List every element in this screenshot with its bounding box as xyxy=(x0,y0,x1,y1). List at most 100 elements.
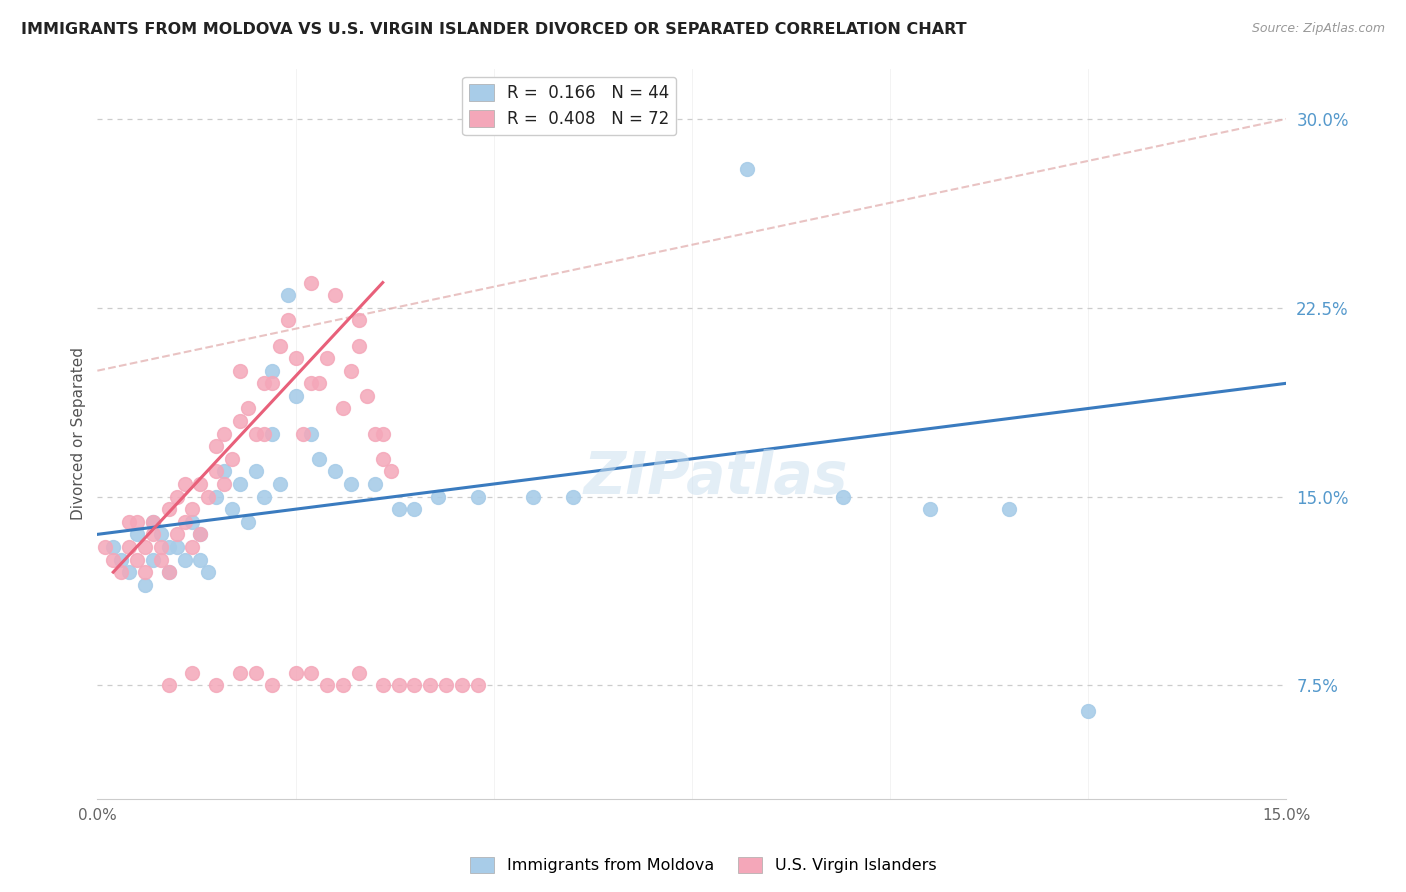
Point xyxy=(166,527,188,541)
Point xyxy=(364,426,387,441)
Point xyxy=(134,578,156,592)
Point xyxy=(212,477,235,491)
Point xyxy=(149,527,172,541)
Point xyxy=(277,288,299,302)
Point xyxy=(260,364,283,378)
Point xyxy=(299,276,322,290)
Point xyxy=(157,565,180,579)
Point xyxy=(190,527,212,541)
Point xyxy=(134,565,156,579)
Point xyxy=(1077,704,1099,718)
Point xyxy=(284,665,307,680)
Point xyxy=(260,678,283,692)
Point xyxy=(118,540,141,554)
Point xyxy=(308,376,330,391)
Point xyxy=(299,376,322,391)
Point xyxy=(181,540,204,554)
Point xyxy=(205,490,228,504)
Point xyxy=(205,464,228,478)
Point xyxy=(371,678,394,692)
Point xyxy=(347,338,370,352)
Point xyxy=(173,477,195,491)
Point xyxy=(197,565,219,579)
Text: IMMIGRANTS FROM MOLDOVA VS U.S. VIRGIN ISLANDER DIVORCED OR SEPARATED CORRELATIO: IMMIGRANTS FROM MOLDOVA VS U.S. VIRGIN I… xyxy=(21,22,967,37)
Legend: Immigrants from Moldova, U.S. Virgin Islanders: Immigrants from Moldova, U.S. Virgin Isl… xyxy=(464,850,942,880)
Point xyxy=(245,464,267,478)
Point xyxy=(157,678,180,692)
Point xyxy=(918,502,941,516)
Point xyxy=(125,527,148,541)
Point xyxy=(404,678,426,692)
Point xyxy=(166,540,188,554)
Text: ZIPatlas: ZIPatlas xyxy=(583,449,848,506)
Point xyxy=(229,414,252,428)
Point xyxy=(253,490,276,504)
Point xyxy=(451,678,474,692)
Point xyxy=(253,376,276,391)
Point xyxy=(212,464,235,478)
Point xyxy=(142,515,165,529)
Point xyxy=(190,477,212,491)
Point xyxy=(110,552,132,566)
Point xyxy=(260,426,283,441)
Point xyxy=(190,527,212,541)
Point xyxy=(181,665,204,680)
Point xyxy=(269,477,291,491)
Point xyxy=(181,502,204,516)
Point xyxy=(340,477,363,491)
Point xyxy=(419,678,441,692)
Point xyxy=(831,490,853,504)
Point xyxy=(998,502,1021,516)
Point xyxy=(245,665,267,680)
Point xyxy=(205,678,228,692)
Point xyxy=(157,565,180,579)
Point xyxy=(142,515,165,529)
Point xyxy=(103,552,125,566)
Point xyxy=(118,515,141,529)
Point xyxy=(245,426,267,441)
Point xyxy=(125,515,148,529)
Point xyxy=(467,490,489,504)
Point xyxy=(434,678,457,692)
Point xyxy=(316,351,339,365)
Point xyxy=(173,515,195,529)
Point xyxy=(332,678,354,692)
Legend: R =  0.166   N = 44, R =  0.408   N = 72: R = 0.166 N = 44, R = 0.408 N = 72 xyxy=(463,77,676,135)
Point xyxy=(205,439,228,453)
Point xyxy=(292,426,315,441)
Point xyxy=(142,527,165,541)
Point xyxy=(229,364,252,378)
Point xyxy=(737,162,759,177)
Point xyxy=(229,665,252,680)
Point xyxy=(371,451,394,466)
Point xyxy=(236,515,259,529)
Point xyxy=(181,515,204,529)
Point xyxy=(142,552,165,566)
Point xyxy=(364,477,387,491)
Point xyxy=(347,313,370,327)
Point xyxy=(299,426,322,441)
Point xyxy=(269,338,291,352)
Point xyxy=(562,490,585,504)
Point xyxy=(340,364,363,378)
Point xyxy=(134,540,156,554)
Point xyxy=(467,678,489,692)
Point xyxy=(212,426,235,441)
Point xyxy=(260,376,283,391)
Point xyxy=(94,540,117,554)
Point xyxy=(387,502,409,516)
Y-axis label: Divorced or Separated: Divorced or Separated xyxy=(72,347,86,520)
Point xyxy=(356,389,378,403)
Point xyxy=(284,351,307,365)
Point xyxy=(149,552,172,566)
Point xyxy=(157,502,180,516)
Point xyxy=(157,540,180,554)
Point xyxy=(371,426,394,441)
Point xyxy=(347,665,370,680)
Point xyxy=(173,552,195,566)
Point xyxy=(387,678,409,692)
Point xyxy=(149,540,172,554)
Point xyxy=(323,464,346,478)
Point xyxy=(197,490,219,504)
Point xyxy=(110,565,132,579)
